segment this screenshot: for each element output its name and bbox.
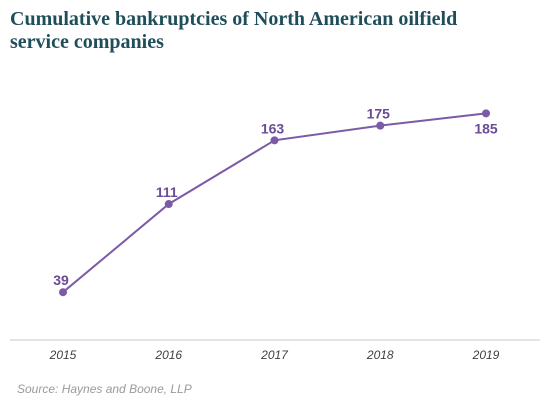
source-note: Source: Haynes and Boone, LLP <box>17 382 192 396</box>
x-tick-label: 2019 <box>472 348 500 362</box>
data-point <box>482 109 490 118</box>
data-point <box>164 200 173 209</box>
x-tick-label: 2018 <box>366 348 394 362</box>
x-tick-label: 2016 <box>154 348 182 362</box>
series-layer: 39 111 163 175 185 <box>53 106 498 297</box>
data-label: 163 <box>261 120 285 136</box>
data-point <box>376 121 385 130</box>
data-point <box>270 136 279 145</box>
data-label: 175 <box>367 106 391 122</box>
data-label: 111 <box>156 184 178 200</box>
data-point <box>59 288 67 297</box>
data-label: 39 <box>53 272 69 288</box>
x-tick-label: 2017 <box>260 348 289 362</box>
data-label: 185 <box>474 120 498 136</box>
chart-title: Cumulative bankruptcies of North America… <box>10 8 458 53</box>
x-tick-labels: 2015 2016 2017 2018 2019 <box>49 348 500 362</box>
x-tick-label: 2015 <box>49 348 77 362</box>
